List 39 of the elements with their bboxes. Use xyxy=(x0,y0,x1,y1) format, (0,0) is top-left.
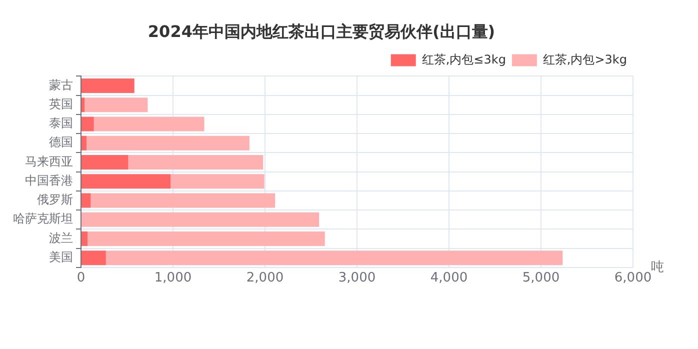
y-tick-label: 波兰 xyxy=(49,230,73,245)
bar xyxy=(106,250,563,266)
x-tick-label: 2,000 xyxy=(246,270,284,286)
bar xyxy=(170,174,264,189)
bar xyxy=(82,250,106,266)
bar xyxy=(128,154,264,170)
bar xyxy=(82,98,85,112)
y-tick-label: 俄罗斯 xyxy=(37,192,73,207)
x-tick-label: 5,000 xyxy=(522,270,560,286)
bar xyxy=(82,154,128,170)
legend-label: 红茶,内包≤3kg xyxy=(422,52,506,66)
x-axis-title: 吨 xyxy=(651,260,664,275)
y-tick-label: 德国 xyxy=(49,135,73,150)
bar xyxy=(94,116,204,132)
x-tick-label: 1,000 xyxy=(154,270,192,286)
bar xyxy=(82,212,320,227)
y-tick-label: 美国 xyxy=(49,250,73,264)
y-tick-label: 英国 xyxy=(49,97,73,112)
x-tick-label: 0 xyxy=(76,270,86,286)
y-tick-label: 马来西亚 xyxy=(25,154,73,168)
y-tick-label: 泰国 xyxy=(49,116,73,130)
y-tick-label: 蒙古 xyxy=(49,78,73,92)
bar xyxy=(82,193,91,208)
chart-title: 2024年中国内地红茶出口主要贸易伙伴(出口量) xyxy=(148,22,496,41)
bar xyxy=(88,231,325,246)
bar xyxy=(82,174,171,189)
bar xyxy=(84,98,148,112)
legend-label: 红茶,内包>3kg xyxy=(542,52,628,66)
bar xyxy=(82,231,88,246)
x-tick-label: 6,000 xyxy=(614,270,652,286)
bar xyxy=(86,136,250,150)
y-tick-label: 哈萨克斯坦 xyxy=(13,212,73,226)
x-tick-label: 3,000 xyxy=(338,270,376,286)
bar xyxy=(82,136,87,150)
x-tick-label: 4,000 xyxy=(430,270,468,286)
bar xyxy=(90,193,276,208)
bar xyxy=(82,116,94,132)
y-tick-label: 中国香港 xyxy=(25,173,73,188)
bar xyxy=(82,78,134,94)
